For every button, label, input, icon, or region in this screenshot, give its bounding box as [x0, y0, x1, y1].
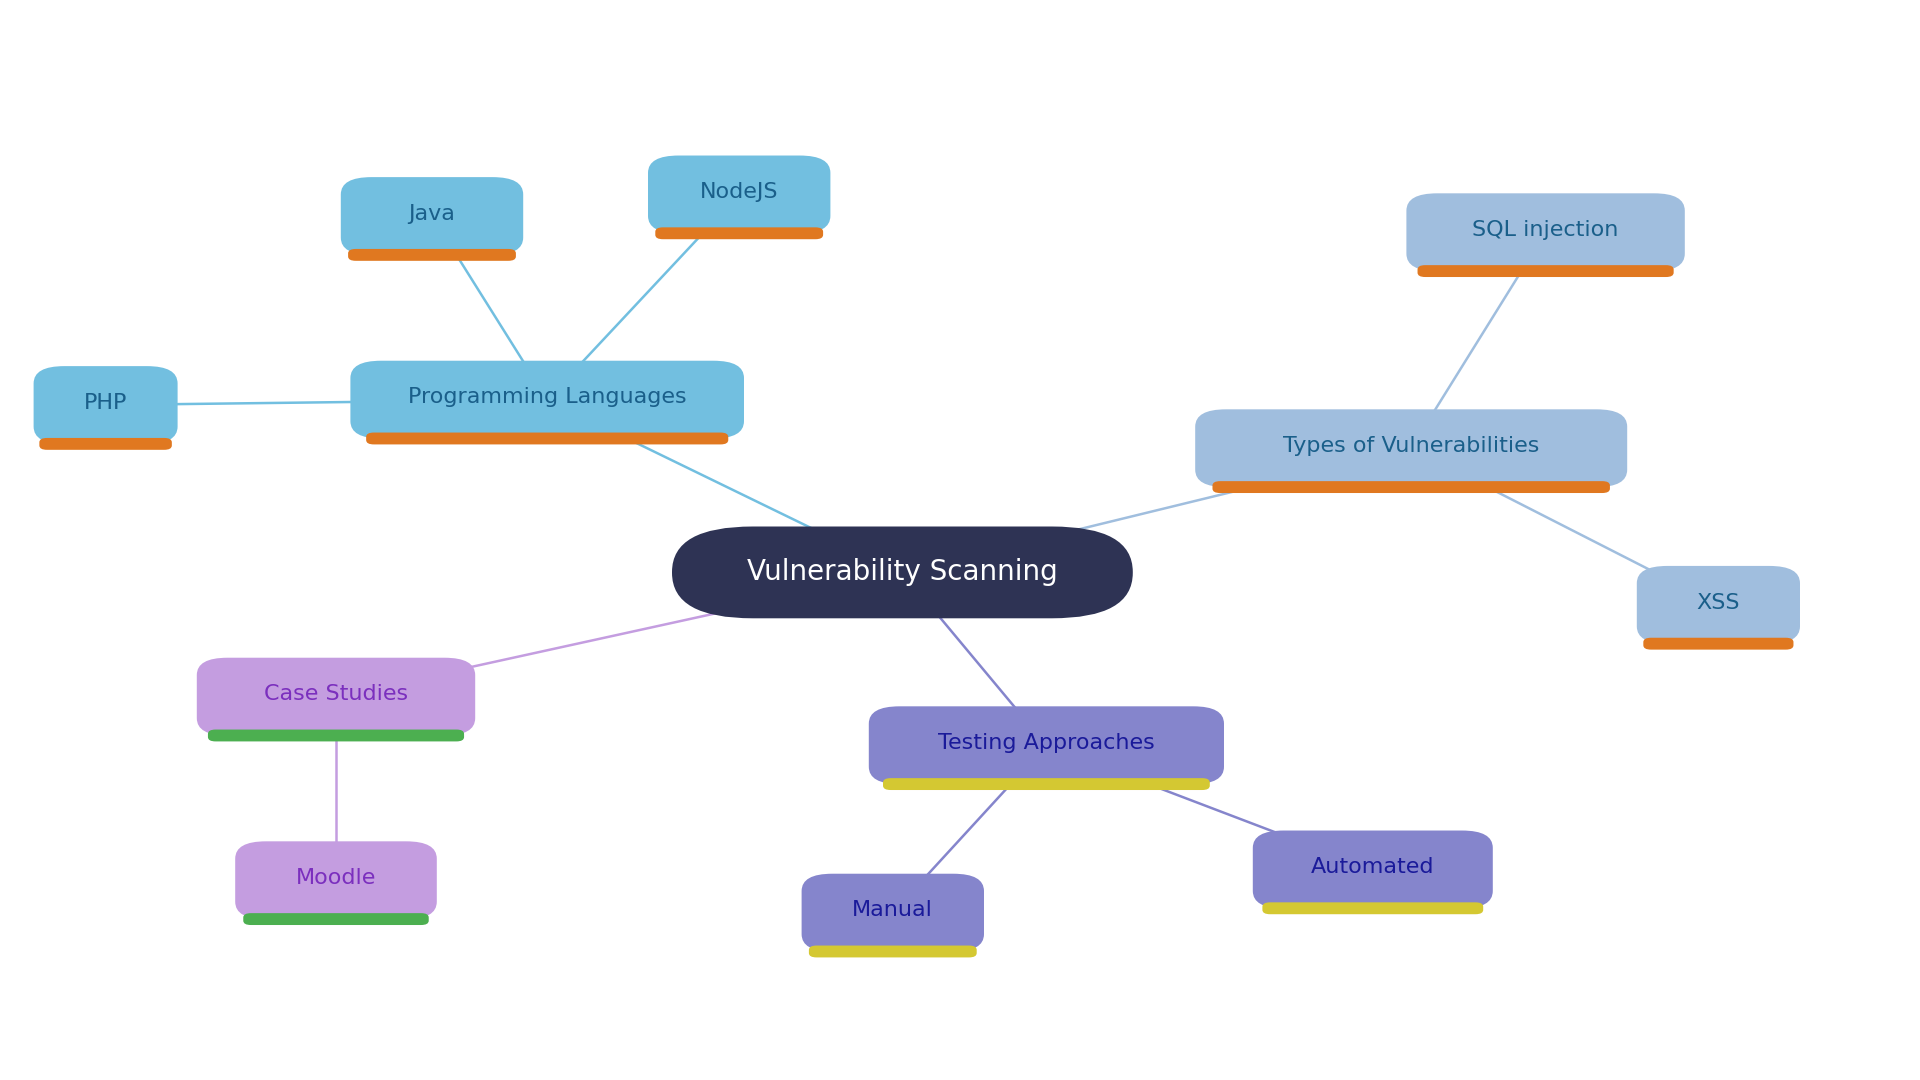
FancyBboxPatch shape: [1252, 831, 1494, 908]
FancyBboxPatch shape: [196, 658, 476, 735]
Text: Testing Approaches: Testing Approaches: [939, 733, 1154, 753]
Text: NodeJS: NodeJS: [701, 183, 778, 202]
FancyBboxPatch shape: [38, 438, 173, 449]
FancyBboxPatch shape: [649, 156, 829, 233]
FancyBboxPatch shape: [1213, 482, 1609, 492]
FancyBboxPatch shape: [1405, 193, 1686, 271]
FancyBboxPatch shape: [244, 914, 428, 924]
FancyBboxPatch shape: [1417, 265, 1674, 276]
FancyBboxPatch shape: [207, 730, 465, 741]
FancyBboxPatch shape: [1194, 409, 1626, 487]
Text: Vulnerability Scanning: Vulnerability Scanning: [747, 558, 1058, 586]
Text: SQL injection: SQL injection: [1473, 220, 1619, 240]
FancyBboxPatch shape: [1636, 566, 1801, 644]
Text: Programming Languages: Programming Languages: [407, 388, 687, 407]
FancyBboxPatch shape: [868, 706, 1225, 784]
Text: Types of Vulnerabilities: Types of Vulnerabilities: [1283, 436, 1540, 456]
Text: Automated: Automated: [1311, 858, 1434, 877]
FancyBboxPatch shape: [35, 366, 177, 444]
FancyBboxPatch shape: [808, 946, 977, 958]
FancyBboxPatch shape: [1644, 637, 1793, 649]
FancyBboxPatch shape: [340, 177, 522, 255]
FancyBboxPatch shape: [1263, 903, 1482, 914]
FancyBboxPatch shape: [348, 248, 516, 260]
FancyBboxPatch shape: [349, 361, 743, 438]
Text: XSS: XSS: [1697, 593, 1740, 612]
FancyBboxPatch shape: [803, 874, 985, 951]
FancyBboxPatch shape: [883, 778, 1210, 791]
FancyBboxPatch shape: [672, 526, 1133, 618]
FancyBboxPatch shape: [234, 841, 436, 919]
Text: Case Studies: Case Studies: [263, 685, 409, 704]
Text: Manual: Manual: [852, 901, 933, 920]
FancyBboxPatch shape: [655, 228, 824, 240]
Text: PHP: PHP: [84, 393, 127, 413]
Text: Moodle: Moodle: [296, 868, 376, 888]
FancyBboxPatch shape: [367, 432, 728, 445]
Text: Java: Java: [409, 204, 455, 224]
